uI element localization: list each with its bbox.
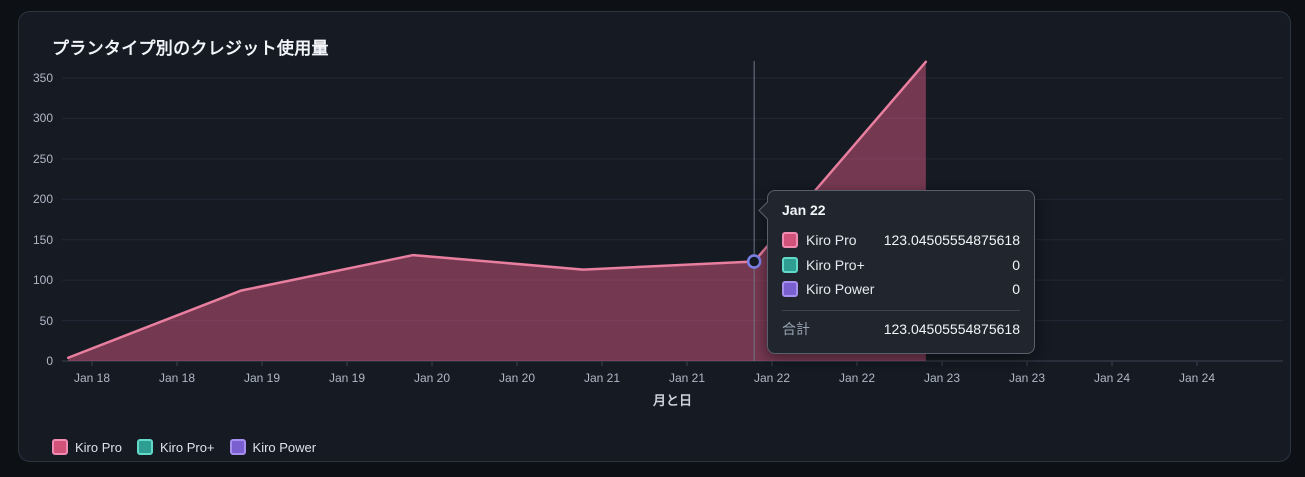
legend-label-kiro-pro: Kiro Pro (75, 439, 122, 455)
legend-item-kiro-pro-plus[interactable]: Kiro Pro+ (136, 439, 215, 455)
chart-title: プランタイプ別のクレジット使用量 (52, 39, 329, 58)
y-tick-label: 350 (32, 71, 53, 85)
tooltip-total-value: 123.04505554875618 (883, 320, 1020, 337)
chart-tooltip: Jan 22 Kiro Pro 123.04505554875618 Kiro … (757, 190, 1035, 354)
tooltip-swatch-kiro-pro-plus-icon (782, 256, 798, 273)
y-tick-label: 300 (32, 111, 53, 126)
tooltip-date: Jan 22 (782, 202, 826, 218)
tooltip-label-kiro-pro-plus: Kiro Pro+ (806, 256, 865, 273)
x-tick-label: Jan 22 (753, 371, 791, 385)
tooltip-total-label: 合計 (782, 320, 810, 337)
legend-label-kiro-power: Kiro Power (252, 439, 317, 455)
x-tick-label: Jan 21 (583, 371, 621, 385)
x-tick-label: Jan 24 (1178, 371, 1216, 385)
x-tick-label: Jan 23 (923, 371, 961, 385)
y-tick-label: 200 (32, 192, 53, 207)
legend-item-kiro-power[interactable]: Kiro Power (229, 439, 317, 455)
legend-label-kiro-pro-plus: Kiro Pro+ (159, 439, 215, 455)
y-tick-label: 0 (46, 354, 53, 368)
chart-card: プランタイプ別のクレジット使用量 Kiro Pro Kiro Pro+ Kiro… (18, 11, 1291, 462)
tooltip-value-kiro-pro-plus: 0 (1012, 256, 1020, 273)
y-tick-label: 50 (39, 313, 53, 328)
x-tick-label: Jan 23 (1008, 371, 1046, 385)
legend-swatch-kiro-pro-plus-icon (136, 439, 153, 455)
x-tick-label: Jan 22 (838, 371, 876, 385)
tooltip-swatch-kiro-power-icon (782, 281, 798, 298)
tooltip-row-kiro-pro: Kiro Pro 123.04505554875618 (782, 228, 1020, 253)
tooltip-value-kiro-power: 0 (1012, 281, 1020, 298)
tooltip-value-kiro-pro: 123.04505554875618 (883, 232, 1020, 249)
legend-swatch-kiro-pro-icon (52, 439, 68, 455)
tooltip-row-kiro-pro-plus: Kiro Pro+ 0 (782, 253, 1020, 278)
x-tick-label: Jan 18 (158, 371, 196, 385)
chart-legend: Kiro Pro Kiro Pro+ Kiro Power (52, 439, 316, 455)
x-tick-label: Jan 24 (1093, 371, 1131, 385)
x-tick-label: Jan 21 (668, 371, 706, 385)
tooltip-total-row: 合計 123.04505554875618 (782, 318, 1020, 340)
legend-swatch-kiro-power-icon (229, 439, 246, 455)
tooltip-label-kiro-power: Kiro Power (806, 281, 875, 298)
y-tick-label: 150 (32, 232, 53, 247)
tooltip-divider (782, 309, 1020, 311)
tooltip-row-kiro-power: Kiro Power 0 (782, 277, 1020, 302)
tooltip-label-kiro-pro: Kiro Pro (806, 232, 857, 249)
y-tick-label: 100 (32, 273, 53, 288)
legend-item-kiro-pro[interactable]: Kiro Pro (52, 439, 122, 455)
x-tick-label: Jan 19 (328, 371, 366, 385)
x-axis-title: 月と日 (652, 393, 692, 408)
x-tick-label: Jan 20 (498, 371, 536, 385)
x-tick-label: Jan 18 (73, 371, 111, 385)
x-tick-label: Jan 19 (243, 371, 281, 385)
x-tick-label: Jan 20 (413, 371, 451, 385)
y-tick-label: 250 (32, 151, 53, 166)
tooltip-swatch-kiro-pro-icon (782, 232, 798, 249)
